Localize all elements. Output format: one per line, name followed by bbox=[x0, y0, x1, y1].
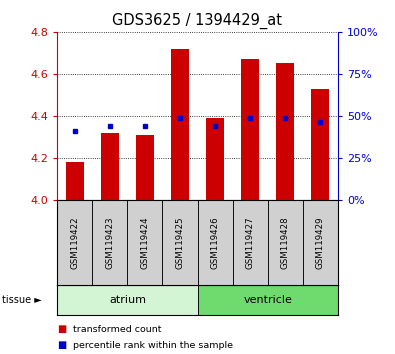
Bar bbox=[206, 118, 224, 200]
Bar bbox=[198, 200, 233, 285]
Text: tissue ►: tissue ► bbox=[2, 295, 42, 305]
Text: GSM119428: GSM119428 bbox=[280, 216, 290, 269]
Bar bbox=[198, 285, 338, 315]
Bar bbox=[267, 200, 303, 285]
Text: GSM119427: GSM119427 bbox=[246, 216, 255, 269]
Bar bbox=[57, 200, 92, 285]
Bar bbox=[127, 200, 162, 285]
Bar bbox=[57, 285, 198, 315]
Text: percentile rank within the sample: percentile rank within the sample bbox=[73, 341, 233, 350]
Text: GSM119424: GSM119424 bbox=[140, 216, 149, 269]
Text: GDS3625 / 1394429_at: GDS3625 / 1394429_at bbox=[113, 12, 282, 29]
Text: GSM119422: GSM119422 bbox=[70, 216, 79, 269]
Text: ventricle: ventricle bbox=[243, 295, 292, 305]
Text: GSM119426: GSM119426 bbox=[211, 216, 220, 269]
Bar bbox=[162, 200, 198, 285]
Bar bbox=[311, 88, 329, 200]
Text: GSM119425: GSM119425 bbox=[175, 216, 184, 269]
Bar bbox=[101, 133, 118, 200]
Bar bbox=[276, 63, 294, 200]
Bar bbox=[171, 49, 189, 200]
Text: GSM119429: GSM119429 bbox=[316, 216, 325, 269]
Text: atrium: atrium bbox=[109, 295, 146, 305]
Bar bbox=[241, 59, 259, 200]
Bar bbox=[92, 200, 127, 285]
Text: ■: ■ bbox=[57, 340, 66, 350]
Bar bbox=[233, 200, 268, 285]
Bar bbox=[303, 200, 338, 285]
Text: GSM119423: GSM119423 bbox=[105, 216, 115, 269]
Bar bbox=[136, 135, 154, 200]
Text: transformed count: transformed count bbox=[73, 325, 162, 334]
Text: ■: ■ bbox=[57, 324, 66, 334]
Bar bbox=[66, 162, 84, 200]
